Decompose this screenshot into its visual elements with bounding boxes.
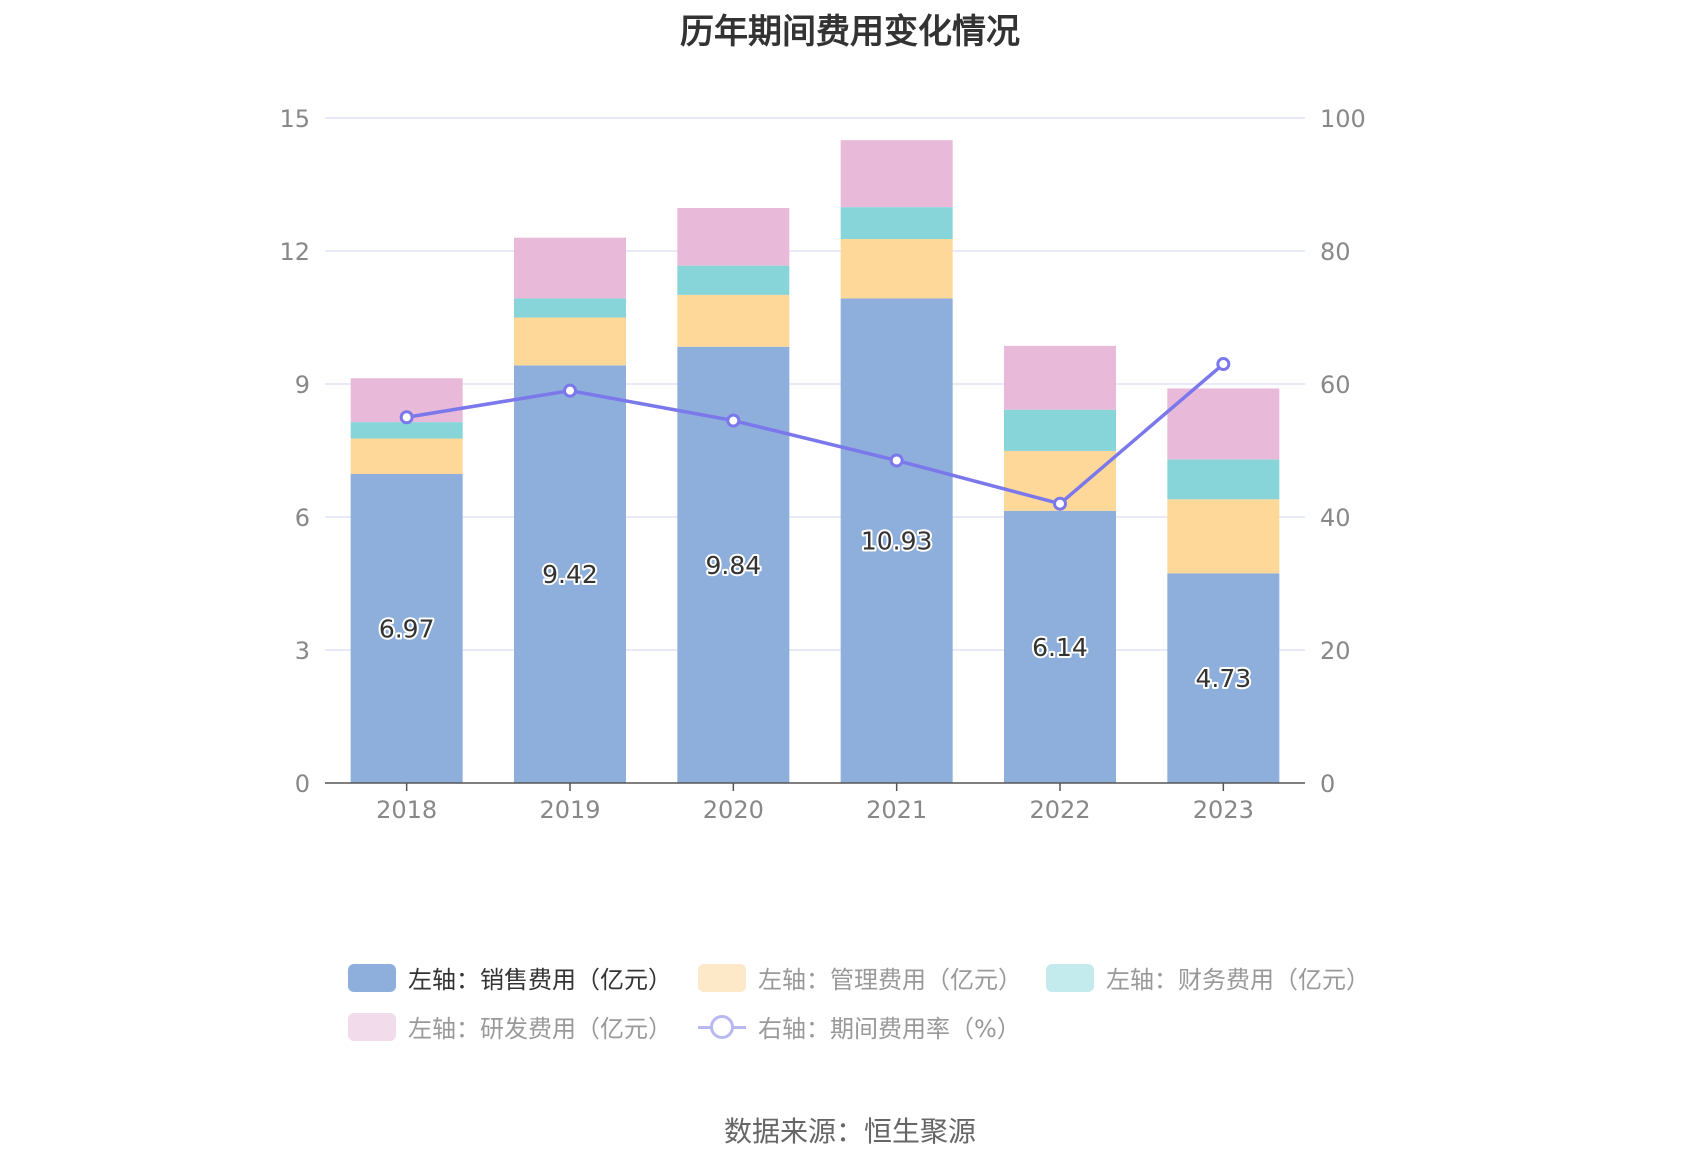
bar-segment xyxy=(350,473,463,783)
bar-segment xyxy=(677,294,790,347)
bar-value-label: 4.73 xyxy=(1195,664,1251,693)
bar-value-label: 6.97 xyxy=(379,614,435,643)
bar-segment xyxy=(350,438,463,474)
bar-segment xyxy=(1167,459,1280,500)
legend-label-rate: 右轴：期间费用率（%） xyxy=(758,1015,1021,1043)
grid-layer xyxy=(325,117,1305,651)
right-axis-tick-label: 80 xyxy=(1320,238,1351,266)
legend-swatch-rate xyxy=(698,1013,746,1041)
chart-title: 历年期间费用变化情况 xyxy=(680,12,1020,52)
right-axis-tick-label: 0 xyxy=(1320,770,1335,798)
bar-segment xyxy=(514,365,626,783)
left-axis-tick-label: 0 xyxy=(295,770,310,798)
bar-segment xyxy=(677,207,790,266)
right-axis-tick-label: 100 xyxy=(1320,105,1366,133)
x-axis-tick-label: 2020 xyxy=(703,796,764,824)
bar-segment xyxy=(840,239,953,299)
label-layer: 6.97 9.42 9.84 10.93 6.14 4.73 xyxy=(377,525,1253,695)
bar-segment xyxy=(1167,388,1280,460)
legend-swatch-rd xyxy=(348,1012,396,1041)
bar-segment xyxy=(350,422,463,439)
legend-item-sales[interactable]: 左轴：销售费用（亿元） xyxy=(348,960,672,995)
legend-item-finance[interactable]: 左轴：财务费用（亿元） xyxy=(1046,960,1370,995)
data-source: 数据来源：恒生聚源 xyxy=(723,1115,976,1148)
rate-point xyxy=(889,453,904,468)
legend-item-rate[interactable]: 右轴：期间费用率（%） xyxy=(698,1009,1021,1044)
bar-segment xyxy=(514,237,626,299)
right-axis-tick-label: 20 xyxy=(1320,637,1351,665)
line-layer xyxy=(399,357,1231,511)
left-axis-tick-label: 3 xyxy=(295,637,310,665)
bar-segment xyxy=(840,207,953,240)
x-axis-tick-label: 2018 xyxy=(376,796,437,824)
bar-segment xyxy=(1167,499,1280,574)
right-axis-tick-label: 40 xyxy=(1320,504,1351,532)
left-axis-tick-label: 12 xyxy=(279,238,310,266)
bar-layer xyxy=(350,140,1280,783)
rate-point xyxy=(563,383,577,398)
bar-segment xyxy=(514,298,626,318)
legend-label-rd: 左轴：研发费用（亿元） xyxy=(408,1015,672,1043)
bar-segment xyxy=(840,298,953,783)
bar-value-label: 6.14 xyxy=(1032,633,1088,662)
bar-value-label: 10.93 xyxy=(861,527,933,556)
axis-layer: 0 0 3 20 6 40 9 60 12 80 15 100 2018 2019 2020 2021 2022… xyxy=(279,105,1365,824)
legend-swatch-finance xyxy=(1046,963,1094,992)
legend-label-sales: 左轴：销售费用（亿元） xyxy=(408,966,672,994)
legend-item-admin[interactable]: 左轴：管理费用（亿元） xyxy=(698,960,1022,995)
bar-segment xyxy=(840,140,953,208)
bar-segment xyxy=(1167,573,1280,783)
legend-label-finance: 左轴：财务费用（亿元） xyxy=(1106,966,1370,994)
x-axis-tick-label: 2023 xyxy=(1193,796,1254,824)
bar-segment xyxy=(1004,409,1116,451)
rate-line xyxy=(406,362,1225,506)
legend-swatch-sales xyxy=(348,963,396,992)
right-axis-tick-label: 60 xyxy=(1320,371,1351,399)
rate-point xyxy=(1053,496,1067,511)
rate-point xyxy=(399,410,414,425)
left-axis-tick-label: 6 xyxy=(295,504,310,532)
bar-segment xyxy=(1004,345,1116,410)
x-axis-tick-label: 2022 xyxy=(1029,796,1090,824)
rate-point xyxy=(726,413,741,428)
bar-segment xyxy=(1004,510,1116,783)
bar-segment xyxy=(514,317,626,366)
legend-swatch-admin xyxy=(698,963,746,992)
left-axis-tick-label: 9 xyxy=(295,371,310,399)
left-axis-tick-label: 15 xyxy=(279,105,310,133)
rate-point xyxy=(1216,357,1231,372)
legend-label-admin: 左轴：管理费用（亿元） xyxy=(758,966,1022,994)
bar-value-label: 9.84 xyxy=(705,551,761,580)
bar-value-label: 9.42 xyxy=(542,560,598,589)
x-axis-tick-label: 2019 xyxy=(539,796,600,824)
legend-item-rd[interactable]: 左轴：研发费用（亿元） xyxy=(348,1009,672,1044)
bar-segment xyxy=(677,265,790,295)
x-axis-tick-label: 2021 xyxy=(866,796,927,824)
